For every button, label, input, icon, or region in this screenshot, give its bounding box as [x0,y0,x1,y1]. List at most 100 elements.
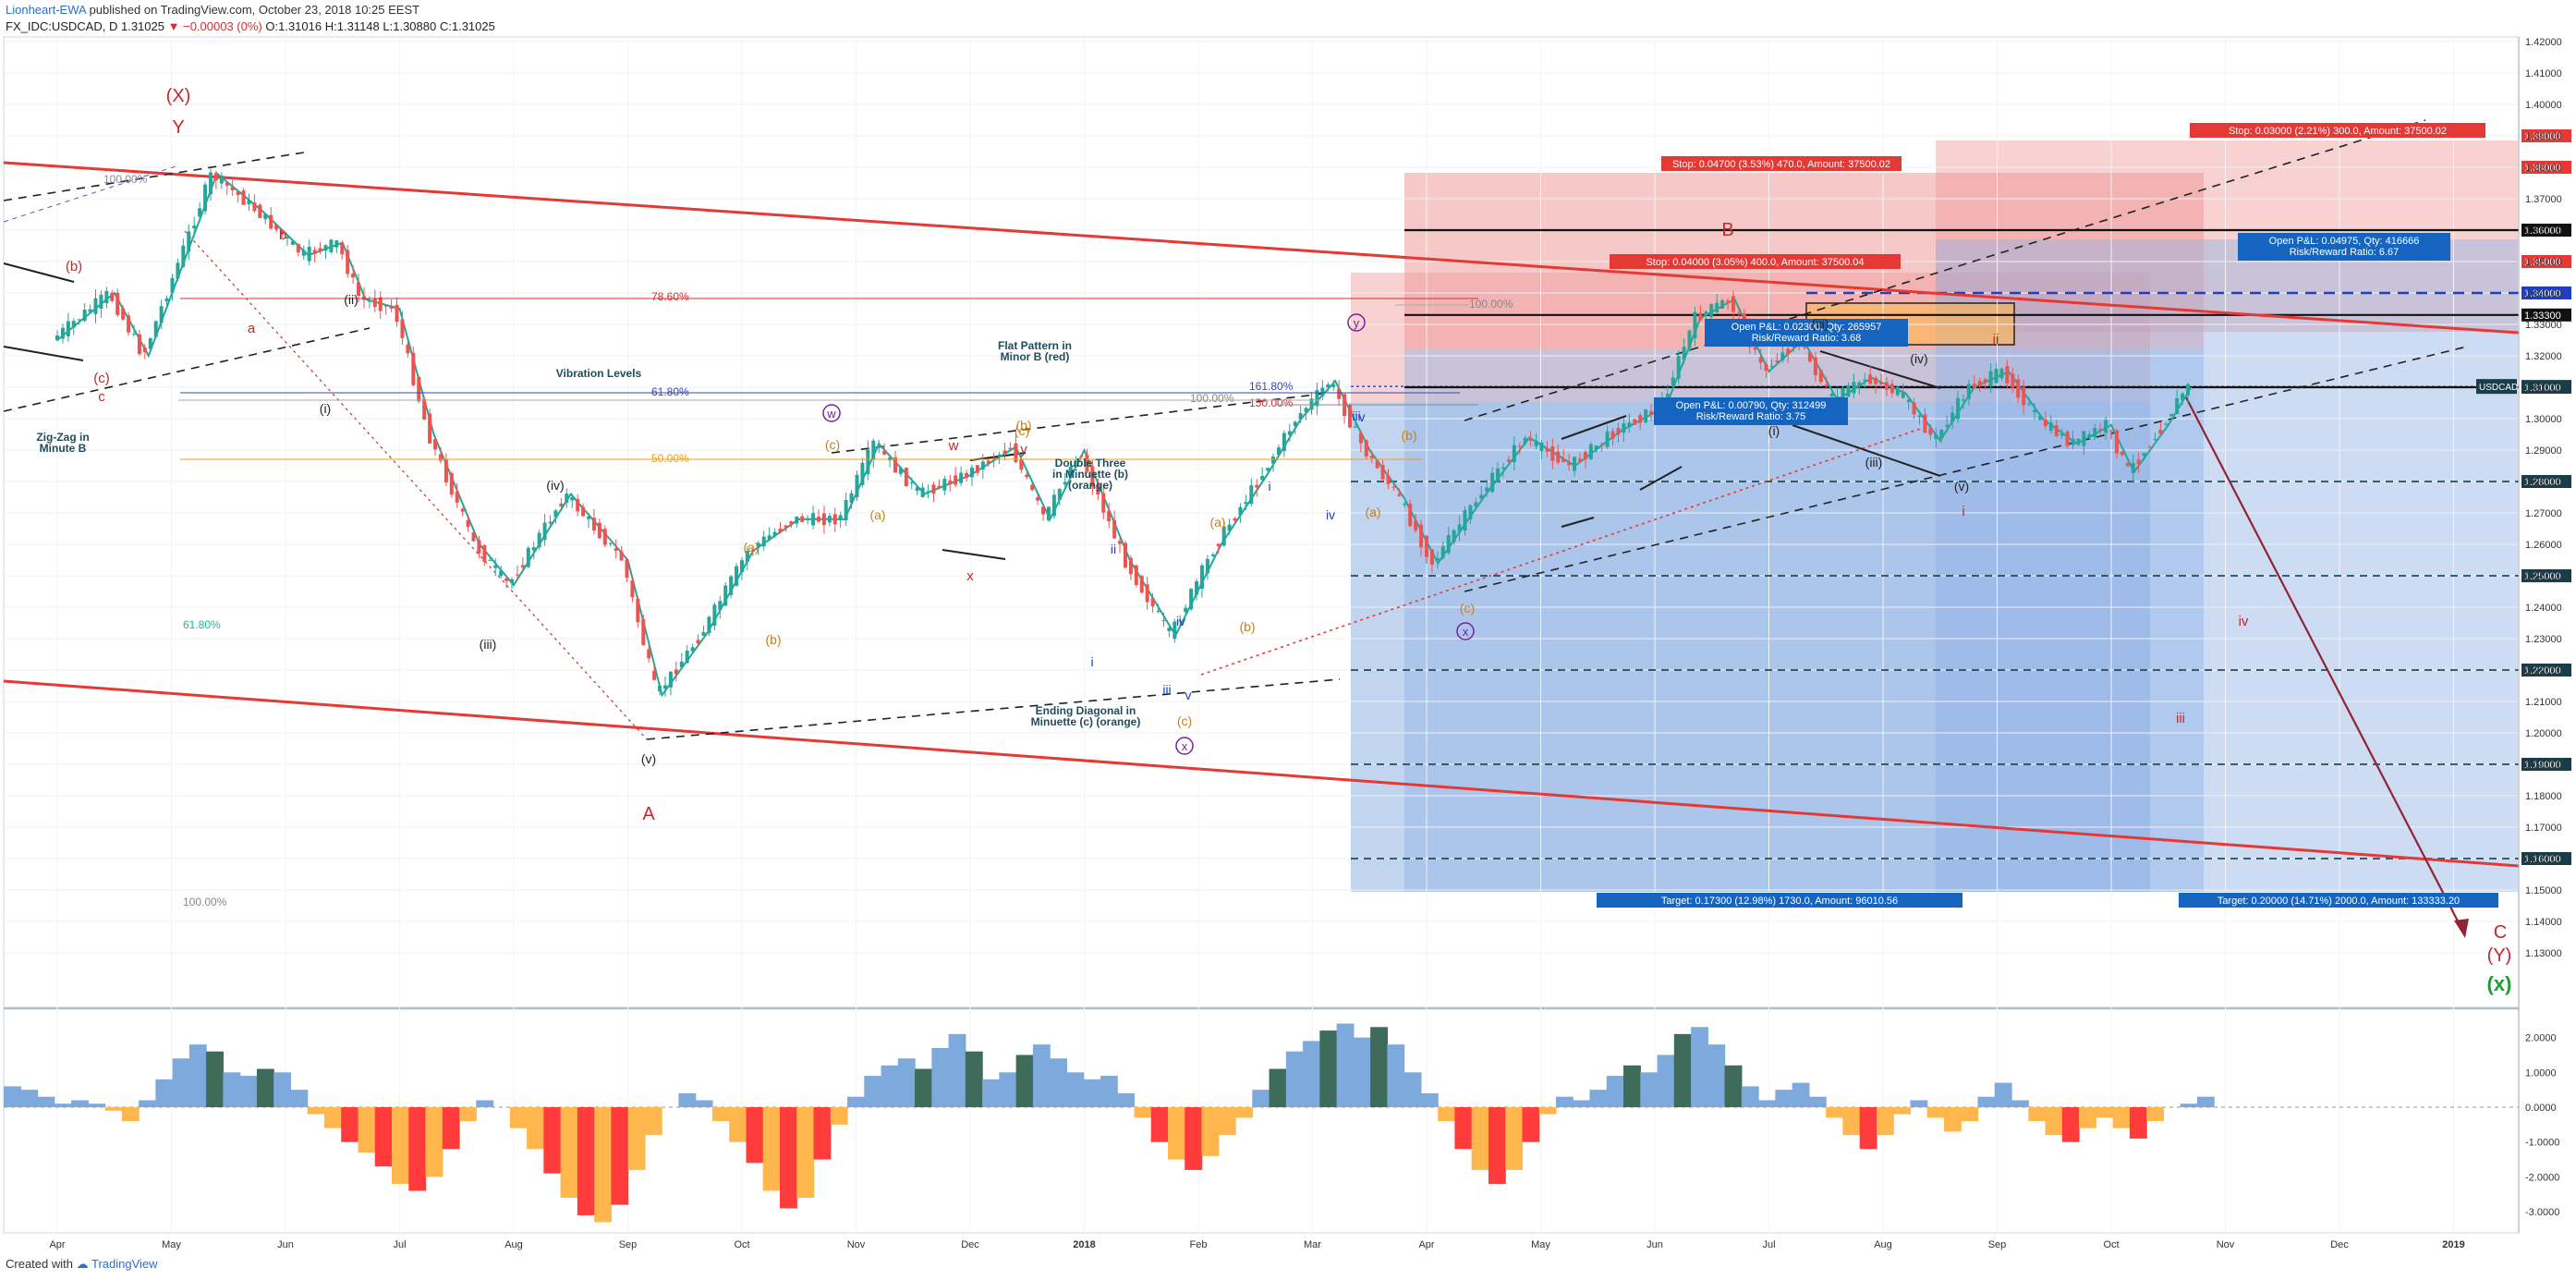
stop-box-text: Stop: 0.04700 (3.53%) 470.0, Amount: 375… [1672,159,1890,170]
candle-body [1369,456,1374,458]
wave-label-blue: i [1090,654,1093,669]
annotations: 100.00% 78.60% 61.80% 50.00% 61.80% 100.00% 16… [36,86,2511,995]
y-tick-label: 1.31000 [2525,383,2562,394]
candle-body [1210,555,1215,556]
candle-body [581,506,586,517]
level-tag-label: 1.35000 [2524,257,2561,268]
wave-label-orange: (a) [1209,515,1225,530]
candle-body [1671,377,1675,386]
level-tag [2521,161,2571,174]
osc-bar [1471,1107,1489,1170]
y-tick-label: 1.19000 [2525,760,2562,771]
candle-body [986,460,990,464]
candle-body [1485,487,1489,492]
osc-bar [897,1058,916,1108]
candle-body [1408,504,1413,527]
osc-bar [1403,1072,1422,1108]
candle-body [334,240,339,248]
black-wedge-1 [942,549,1006,560]
candle-body [1085,455,1089,472]
candle-body [772,531,777,536]
fib-label: 100.00% [1190,392,1234,405]
symbol-name: FX_IDC:USDCAD, D [6,19,118,33]
osc-tick-label: -3.0000 [2525,1207,2559,1218]
wave-label-blue: iii [1162,682,1171,697]
candle-body [187,231,191,252]
candle-body [800,516,805,522]
dashed-trend-5 [1464,119,2426,421]
candle-body [2158,429,2163,434]
candle-body [1293,421,1297,427]
author-link[interactable]: Lionheart-EWA [6,3,86,17]
wave-label-red: iii [2176,711,2185,726]
osc-bar [408,1107,427,1191]
trend-lines [3,119,2520,938]
candle-body [1414,520,1418,530]
x-tick-label: Oct [734,1239,749,1250]
candle-body [1238,506,1243,516]
candle-body [1868,374,1873,384]
stop-box [2190,123,2485,138]
tradingview-link[interactable]: TradingView [91,1257,158,1271]
osc-bar [711,1107,730,1122]
candle-body [1501,467,1505,469]
osc-bar [1910,1100,1928,1108]
pnl-box-text: Open P&L: 0.02300, Qty: 265957 [1732,322,1882,333]
candle-body [2169,414,2174,417]
osc-tick-label: -1.0000 [2525,1138,2559,1149]
candle-body [855,474,859,497]
candle-body [959,472,964,483]
stop-box-text: Stop: 0.04000 (3.05%) 400.0, Amount: 375… [1646,257,1864,268]
pnl-box-text: Risk/Reward Ratio: 3.75 [1696,411,1806,422]
candle-body [318,248,322,252]
candle-body [2164,423,2169,425]
candle-body [340,243,345,255]
candle-body [2027,403,2032,405]
osc-bar [239,1076,258,1108]
candle-body [756,542,760,548]
candle-body [1221,526,1226,546]
x-tick-label: Aug [1874,1239,1892,1250]
wave-label-red: ii [1993,332,1999,347]
candle-body [1057,489,1062,500]
osc-bar [1454,1107,1473,1150]
x-tick-label: May [162,1239,181,1250]
candle-body [1425,535,1428,557]
wave-label-blue: iv [1176,614,1185,628]
candle-body [767,535,772,541]
candle-body [1184,607,1188,613]
candle-body [1512,445,1516,463]
osc-bar [509,1107,528,1128]
wave-label-red: (X) [166,86,191,106]
osc-bar [37,1096,55,1108]
candle-body [1107,510,1112,522]
osc-bar [1488,1107,1506,1184]
candle-body [1358,433,1363,444]
candle-body [1266,468,1270,471]
candle-body [1901,391,1905,398]
osc-bar [1201,1107,1220,1156]
candle-body [2071,438,2075,445]
candle-body [312,250,317,254]
candle-body [1928,427,1933,435]
wave-label-red: x [966,568,974,584]
stop-box [1610,254,1901,269]
candle-body [2093,427,2097,438]
osc-bar [1707,1044,1726,1108]
level-tag-label: 1.34000 [2524,288,2561,299]
wave-label-orange: (b) [1239,619,1255,634]
candle-body [565,494,569,503]
candle-body [1550,446,1555,461]
wave-label-red: (c) [93,371,110,386]
candle-body [1364,440,1368,457]
osc-bar [2045,1107,2063,1136]
wave-label-green: (x) [2487,972,2512,995]
candle-body [2175,397,2180,415]
osc-bar [1100,1076,1118,1108]
candle-body [71,321,76,328]
candle-body [926,491,930,493]
osc-bar [223,1072,241,1108]
pnl-box [1705,319,1908,347]
candle-body [2147,446,2152,448]
